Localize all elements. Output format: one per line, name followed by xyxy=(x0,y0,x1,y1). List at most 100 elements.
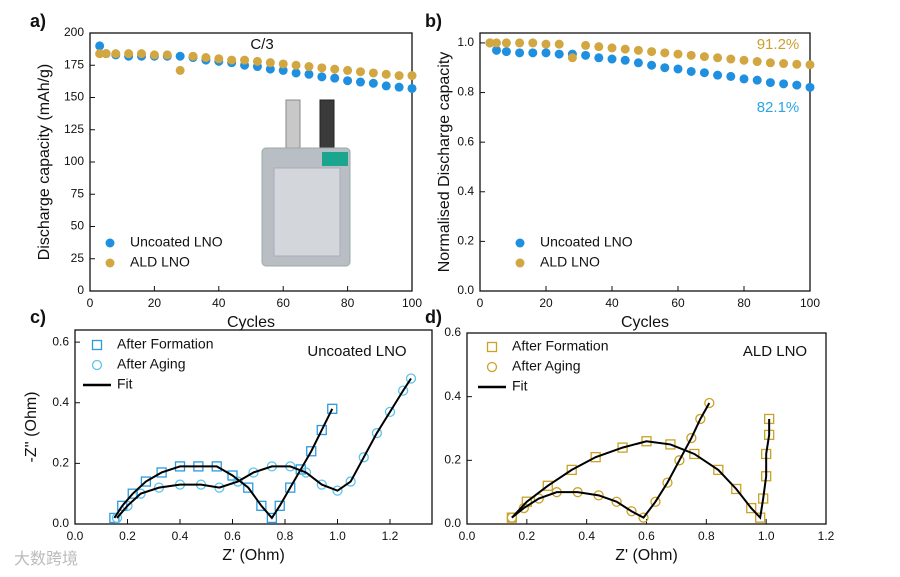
marker-circle xyxy=(713,53,723,63)
x-tick-label: 0.4 xyxy=(578,529,595,543)
marker-circle xyxy=(124,49,134,59)
marker-circle xyxy=(291,60,301,70)
annotation: Uncoated LNO xyxy=(307,343,406,360)
marker-circle xyxy=(792,59,802,69)
legend-label: ALD LNO xyxy=(540,254,600,270)
marker-square xyxy=(285,482,296,493)
y-tick-label: 100 xyxy=(64,154,84,168)
marker-circle xyxy=(214,54,224,64)
marker-circle xyxy=(567,53,577,63)
marker-square xyxy=(486,341,498,353)
x-tick-label: 20 xyxy=(148,296,162,310)
annotation: ALD LNO xyxy=(743,343,807,360)
fit-line xyxy=(511,418,771,520)
marker-circle xyxy=(594,42,604,52)
x-tick-label: 1.0 xyxy=(329,529,346,543)
marker-circle xyxy=(343,76,353,86)
y-tick-label: 25 xyxy=(71,251,85,265)
legend-label: After Formation xyxy=(117,336,213,352)
legend-label: Fit xyxy=(512,378,528,394)
x-tick-label: 100 xyxy=(800,296,820,310)
marker-circle xyxy=(660,48,670,58)
annotation: 82.1% xyxy=(757,99,800,116)
marker-circle xyxy=(265,64,275,74)
marker-circle xyxy=(265,58,275,68)
marker-circle xyxy=(135,488,146,499)
marker-square xyxy=(542,480,553,491)
y-tick-label: 1.0 xyxy=(457,35,474,49)
marker-circle xyxy=(397,385,409,396)
marker-circle xyxy=(355,77,365,87)
marker-circle xyxy=(533,493,544,504)
y-tick-label: 125 xyxy=(64,122,84,136)
marker-circle xyxy=(232,476,243,487)
y-tick-label: 0.2 xyxy=(52,456,69,470)
x-tick-label: 60 xyxy=(277,296,291,310)
marker-circle xyxy=(607,54,617,64)
marker-square xyxy=(306,446,317,457)
x-tick-label: 1.2 xyxy=(382,529,399,543)
marker-circle xyxy=(252,56,262,66)
marker-square xyxy=(689,448,700,460)
marker-circle xyxy=(633,58,643,68)
marker-circle xyxy=(501,38,511,48)
marker-circle xyxy=(384,406,396,417)
marker-circle xyxy=(105,258,115,268)
marker-circle xyxy=(752,75,762,85)
marker-square xyxy=(266,512,278,524)
marker-circle xyxy=(515,48,525,58)
marker-circle xyxy=(739,74,749,84)
legend-label: Uncoated LNO xyxy=(130,234,223,250)
y-tick-label: 0.4 xyxy=(52,395,69,409)
marker-circle xyxy=(699,68,709,78)
marker-square xyxy=(127,488,138,499)
marker-circle xyxy=(291,68,301,78)
panel-label: c) xyxy=(30,307,46,327)
marker-circle xyxy=(647,47,657,57)
y-axis-title: Normalised Discharge capacity xyxy=(436,52,453,273)
marker-circle xyxy=(650,496,661,507)
marker-circle xyxy=(304,69,314,79)
marker-square xyxy=(91,339,103,351)
marker-circle xyxy=(765,78,775,88)
marker-circle xyxy=(248,467,259,478)
annotation: 91.2% xyxy=(757,36,800,53)
y-tick-label: 0.0 xyxy=(52,516,69,530)
legend-label: After Aging xyxy=(512,358,581,374)
marker-circle xyxy=(316,479,327,490)
y-tick-label: 0.4 xyxy=(457,184,474,198)
fit-line xyxy=(116,377,412,519)
marker-circle xyxy=(492,45,501,55)
marker-circle xyxy=(620,55,630,65)
legend-label: Uncoated LNO xyxy=(540,234,633,250)
x-tick-label: 40 xyxy=(605,296,619,310)
marker-circle xyxy=(355,67,365,77)
x-axis-title: Cycles xyxy=(227,314,275,331)
marker-circle xyxy=(394,82,404,92)
x-tick-label: 0.2 xyxy=(119,529,136,543)
pouch-cell-inset xyxy=(261,99,351,267)
y-tick-label: 0.6 xyxy=(444,325,461,339)
marker-circle xyxy=(304,62,314,72)
marker-circle xyxy=(528,38,538,48)
marker-circle xyxy=(368,68,378,78)
y-tick-label: 0.0 xyxy=(457,283,474,297)
marker-square xyxy=(713,464,724,476)
marker-circle xyxy=(486,361,498,373)
pouch-body xyxy=(273,167,341,257)
marker-circle xyxy=(227,55,237,65)
y-tick-label: 0.2 xyxy=(457,234,474,248)
marker-circle xyxy=(394,71,404,81)
marker-circle xyxy=(581,50,591,60)
marker-square xyxy=(227,470,238,481)
y-tick-label: 0.6 xyxy=(457,134,474,148)
marker-circle xyxy=(506,512,518,523)
marker-circle xyxy=(381,69,391,79)
marker-circle xyxy=(673,64,683,74)
marker-circle xyxy=(686,432,697,444)
marker-square xyxy=(746,502,757,514)
marker-circle xyxy=(674,455,685,466)
y-axis-title: -Z'' (Ohm) xyxy=(23,392,40,463)
marker-circle xyxy=(699,52,709,62)
